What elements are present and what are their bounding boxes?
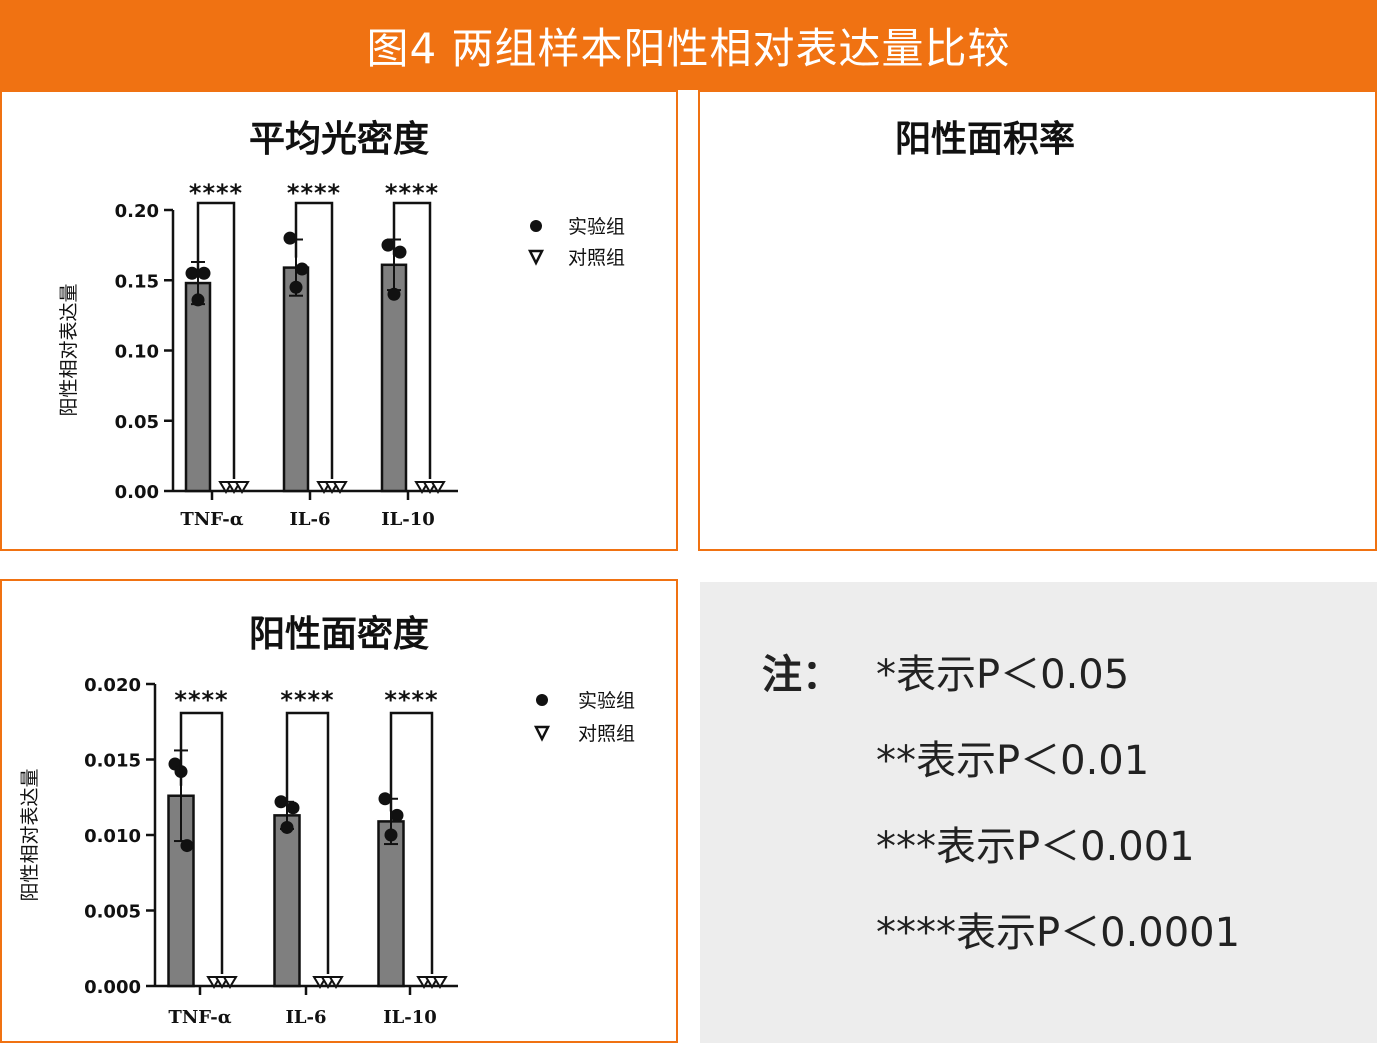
- data-point-experimental: [283, 231, 297, 245]
- note-line: ****表示P＜0.0001: [876, 910, 1241, 956]
- note-heading: 注：: [762, 652, 842, 698]
- data-point-experimental: [384, 828, 398, 842]
- x-tick-label: IL-10: [381, 509, 435, 530]
- y-axis-label: 阳性相对表达量: [58, 283, 80, 416]
- y-tick-label: 0.05: [115, 412, 159, 433]
- y-tick-label: 0.000: [84, 977, 141, 998]
- y-tick-label: 0.10: [115, 342, 159, 363]
- chart-svg-positive-area-density: 0.000 0.005 0.010 0.015 0.020 阳性相对表达量 TNF-α ***…: [19, 675, 635, 1028]
- legend-label-control: 对照组: [568, 247, 625, 269]
- significance-label: ****: [287, 179, 341, 207]
- y-tick-label: 0.005: [84, 902, 141, 923]
- y-tick-label: 0.20: [115, 201, 159, 222]
- significance-bracket: [196, 201, 236, 479]
- y-tick-label: 0.15: [115, 271, 159, 292]
- y-tick-label: 0.020: [84, 675, 141, 696]
- bar-experimental: [273, 814, 301, 988]
- data-point-experimental: [274, 795, 288, 809]
- legend-label-experimental: 实验组: [578, 690, 635, 712]
- bar-experimental: [282, 266, 310, 493]
- data-point-experimental: [393, 245, 407, 259]
- legend-marker-experimental: [536, 694, 548, 706]
- data-point-experimental: [197, 266, 211, 280]
- chart-panel-mean-optical-density: 平均光密度 0.00 0.05 0.10 0.15 0.20 阳性相对表达量 TNF-α **…: [0, 90, 678, 551]
- significance-label: ****: [189, 179, 243, 207]
- chart-panel-positive-area-density: 阳性面密度 0.000 0.005 0.010 0.015 0.020 阳性相对表达量 TN…: [0, 579, 678, 1043]
- legend-label-experimental: 实验组: [568, 216, 625, 238]
- data-point-control: [328, 976, 344, 989]
- bar-experimental: [377, 820, 405, 988]
- data-point-experimental: [378, 792, 392, 806]
- legend-marker-experimental: [530, 220, 542, 232]
- chart-title: 阳性面积率: [894, 119, 1075, 160]
- data-point-experimental: [387, 287, 401, 301]
- data-point-experimental: [289, 280, 303, 294]
- data-point-experimental: [191, 293, 205, 307]
- chart-svg-mean-optical-density: 0.00 0.05 0.10 0.15 0.20 阳性相对表达量 TNF-α **** IL-6…: [58, 179, 625, 530]
- significance-label: ****: [174, 686, 228, 714]
- significance-bracket: [392, 201, 432, 479]
- significance-bracket: [294, 201, 334, 479]
- data-point-control: [222, 976, 238, 989]
- data-point-experimental: [185, 266, 199, 280]
- note-line: **表示P＜0.01: [876, 738, 1150, 784]
- significance-label: ****: [385, 179, 439, 207]
- data-point-experimental: [295, 262, 309, 276]
- data-point-experimental: [286, 801, 300, 815]
- chart-svg-positive-area-rate: 051015阳性相对表达量(%)TNF-α****IL-6***IL-10***…: [700, 92, 1375, 549]
- chart-panel-positive-area-rate: 阳性面积率 051015阳性相对表达量(%)TNF-α****IL-6***IL…: [698, 90, 1377, 551]
- x-tick-label: TNF-α: [180, 509, 243, 530]
- significance-label: ****: [280, 686, 334, 714]
- chart-title: 平均光密度: [248, 119, 429, 160]
- bar-experimental: [167, 794, 195, 988]
- x-tick-label: IL-6: [285, 1007, 326, 1028]
- bar-experimental: [184, 281, 212, 493]
- legend-marker-control: [527, 249, 545, 266]
- data-point-experimental: [280, 820, 294, 834]
- significance-bracket: [179, 711, 224, 974]
- significance-bracket: [389, 711, 434, 974]
- data-point-experimental: [381, 238, 395, 252]
- significance-note: 注： *表示P＜0.05 **表示P＜0.01 ***表示P＜0.001 ***…: [700, 582, 1377, 1043]
- bar-experimental: [380, 263, 408, 493]
- y-axis-label: 阳性相对表达量: [19, 768, 41, 901]
- data-point-control: [234, 481, 250, 494]
- data-point-experimental: [180, 839, 194, 853]
- figure-title: 图4 两组样本阳性相对表达量比较: [0, 0, 1377, 90]
- significance-label: ****: [384, 686, 438, 714]
- data-point-control: [430, 481, 446, 494]
- x-tick-label: IL-6: [289, 509, 330, 530]
- data-point-control: [432, 976, 448, 989]
- x-tick-label: IL-10: [383, 1007, 437, 1028]
- x-tick-label: TNF-α: [168, 1007, 231, 1028]
- y-tick-label: 0.00: [115, 482, 159, 503]
- y-tick-label: 0.010: [84, 826, 141, 847]
- y-tick-label: 0.015: [84, 751, 141, 772]
- data-point-experimental: [390, 808, 404, 822]
- legend-label-control: 对照组: [578, 723, 635, 745]
- significance-bracket: [285, 711, 330, 974]
- note-line: ***表示P＜0.001: [876, 824, 1195, 870]
- note-line: *表示P＜0.05: [876, 652, 1130, 698]
- legend-marker-control: [533, 725, 551, 742]
- data-point-control: [332, 481, 348, 494]
- chart-title: 阳性面密度: [248, 614, 429, 655]
